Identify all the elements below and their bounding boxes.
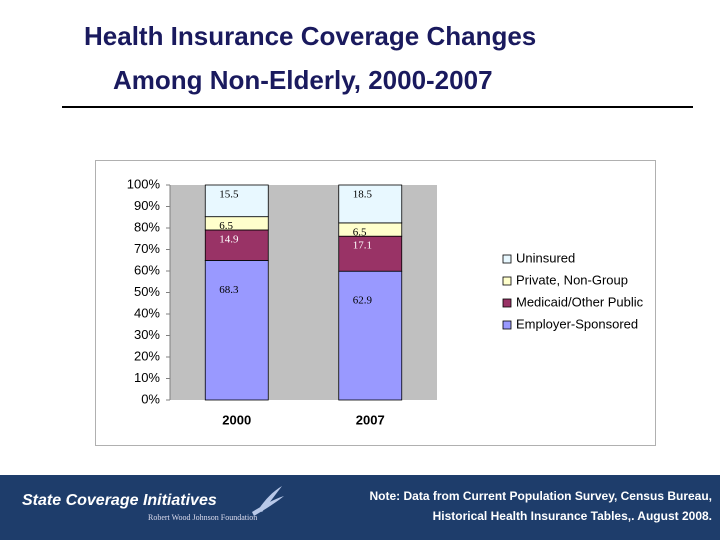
bar-segment — [338, 270, 403, 401]
bar-segment — [338, 235, 403, 272]
data-label: 62.9 — [353, 295, 373, 307]
data-label: 18.5 — [353, 189, 373, 201]
footer-band — [0, 475, 720, 540]
data-label: 68.3 — [219, 284, 239, 296]
x-tick-label: 2000 — [222, 412, 251, 427]
logo: State Coverage Initiatives — [22, 492, 217, 509]
data-label: 17.1 — [353, 240, 372, 252]
x-tick-label: 2007 — [356, 412, 385, 427]
legend-label: Medicaid/Other Public — [516, 294, 644, 309]
legend-swatch — [502, 298, 512, 308]
bar-segment — [338, 222, 403, 237]
bar-segment — [204, 229, 269, 261]
bar-segment — [338, 184, 403, 224]
y-tick-label: 90% — [134, 198, 160, 213]
slide-title: Health Insurance Coverage Changes — [84, 21, 536, 51]
data-label: 6.5 — [219, 220, 233, 232]
y-tick-label: 40% — [134, 305, 160, 320]
data-label: 14.9 — [219, 233, 239, 245]
logo-sub: Robert Wood Johnson Foundation — [148, 513, 257, 522]
y-tick-label: 80% — [134, 219, 160, 234]
legend-swatch — [502, 320, 512, 330]
y-tick-label: 0% — [141, 391, 160, 406]
y-tick-label: 50% — [134, 284, 160, 299]
note: Historical Health Insurance Tables,. Aug… — [433, 509, 712, 523]
legend-label: Uninsured — [516, 250, 575, 265]
logo-icon — [252, 486, 284, 516]
legend-swatch — [502, 254, 512, 264]
note: Note: Data from Current Population Surve… — [370, 489, 713, 503]
y-tick-label: 10% — [134, 370, 160, 385]
y-tick-label: 100% — [127, 176, 161, 191]
data-label: 15.5 — [219, 189, 239, 201]
legend-label: Employer-Sponsored — [516, 316, 638, 331]
bar-segment — [204, 216, 269, 231]
y-tick-label: 30% — [134, 327, 160, 342]
bar-segment — [204, 184, 269, 218]
legend-label: Private, Non-Group — [516, 272, 628, 287]
y-tick-label: 60% — [134, 262, 160, 277]
legend-swatch — [502, 276, 512, 286]
y-tick-label: 20% — [134, 348, 160, 363]
y-tick-label: 70% — [134, 241, 160, 256]
slide-title: Among Non-Elderly, 2000-2007 — [113, 65, 493, 95]
bar-segment — [204, 260, 269, 401]
data-label: 6.5 — [353, 226, 367, 238]
